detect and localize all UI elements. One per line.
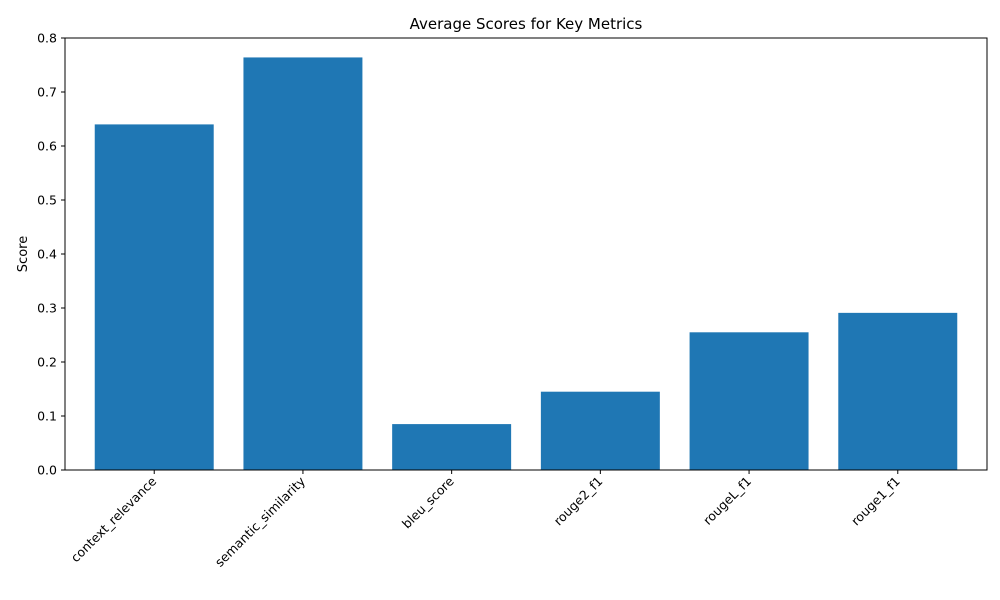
y-tick-label: 0.4 xyxy=(37,247,57,262)
x-tick-label: rougeL_f1 xyxy=(700,474,754,528)
y-tick-label: 0.0 xyxy=(37,463,57,478)
bar-bleu-score xyxy=(392,424,512,470)
x-tick-label: rouge2_f1 xyxy=(551,474,606,529)
y-tick-label: 0.2 xyxy=(37,355,57,370)
bar-semantic-similarity xyxy=(243,57,363,470)
chart-title: Average Scores for Key Metrics xyxy=(410,15,643,33)
plot-frame xyxy=(64,37,988,471)
y-tick-label: 0.5 xyxy=(37,193,57,208)
y-axis-ticks: 0.0 0.1 0.2 0.3 0.4 0.5 0.6 0.7 0.8 xyxy=(37,31,65,478)
x-axis-ticks: context_relevance semantic_similarity bleu… xyxy=(68,470,903,570)
bar-rougeL-f1 xyxy=(689,332,809,470)
y-tick-label: 0.7 xyxy=(37,85,57,100)
y-tick-label: 0.1 xyxy=(37,409,57,424)
x-tick-label: rouge1_f1 xyxy=(848,474,903,529)
y-tick-label: 0.8 xyxy=(37,31,57,46)
y-tick-label: 0.6 xyxy=(37,139,57,154)
x-tick-label: context_relevance xyxy=(68,473,160,565)
bar-rouge1-f1 xyxy=(838,312,958,470)
y-axis-label: Score xyxy=(16,236,31,272)
bars-layer xyxy=(94,57,958,471)
x-tick-label: bleu_score xyxy=(399,473,457,531)
bar-context-relevance xyxy=(94,124,214,471)
y-tick-label: 0.3 xyxy=(37,301,57,316)
bar-rouge2-f1 xyxy=(540,391,660,470)
x-tick-label: semantic_similarity xyxy=(212,473,309,570)
